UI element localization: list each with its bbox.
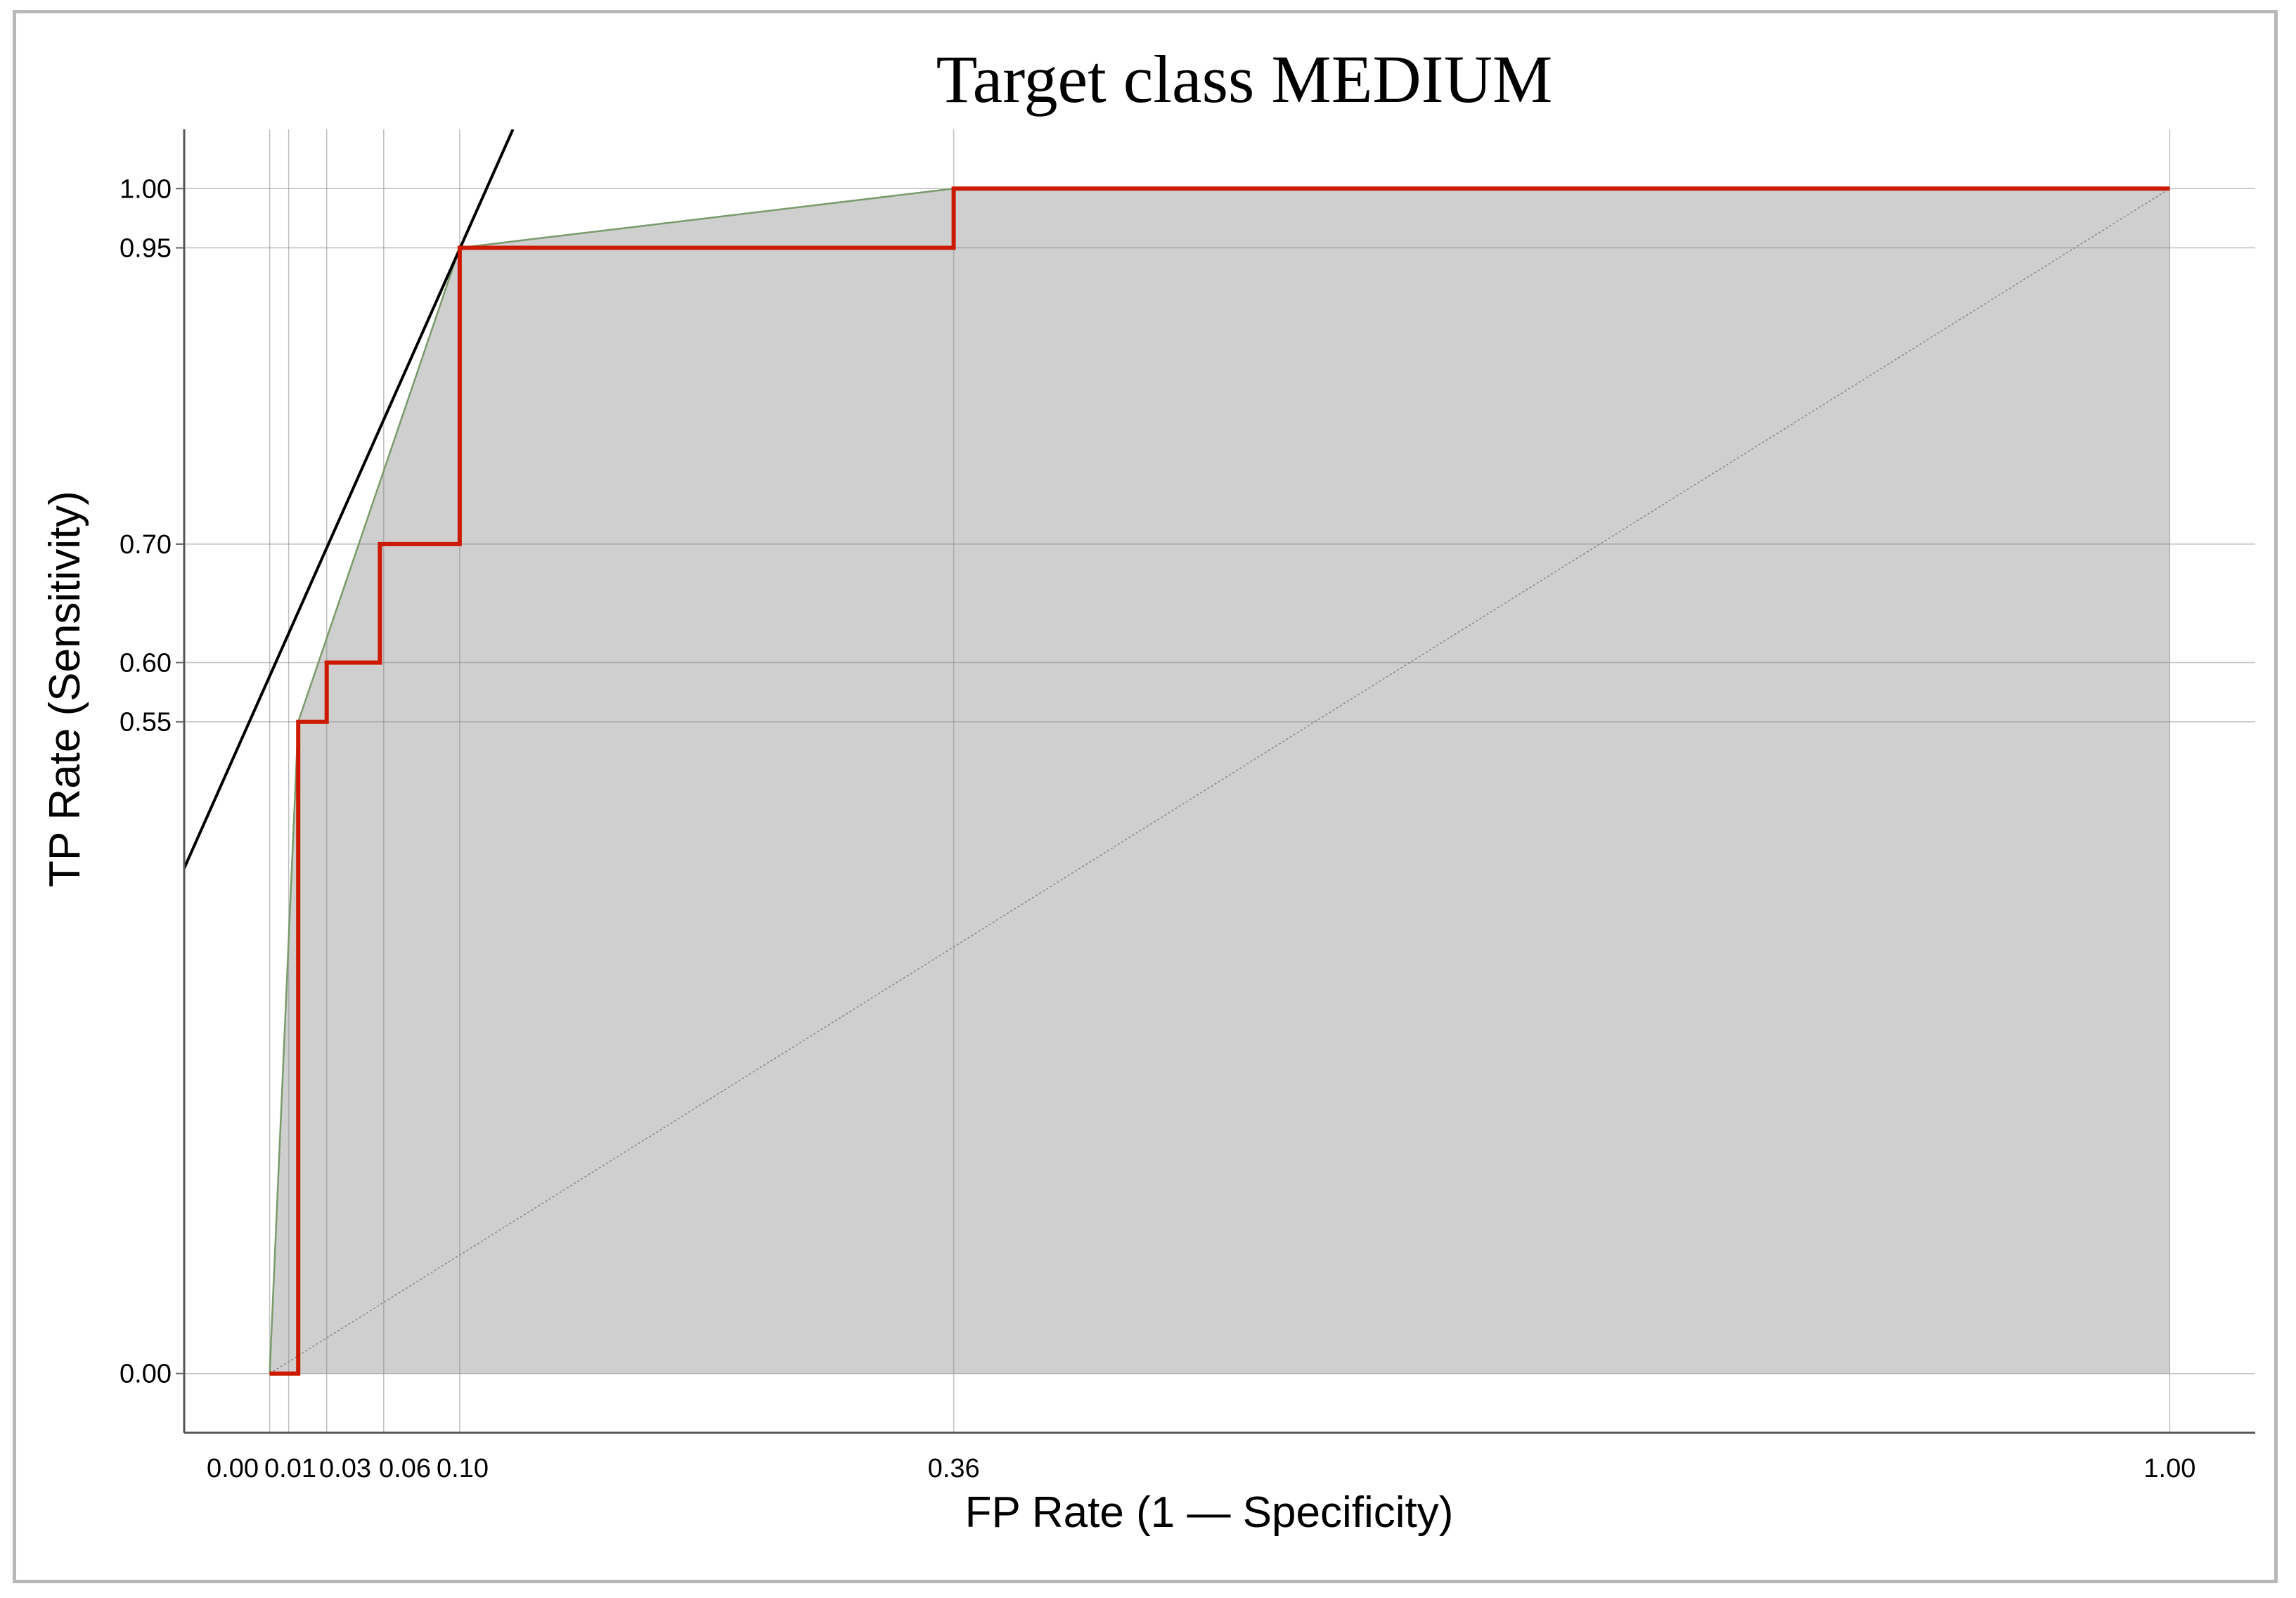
y-tick-label-1: 0.55	[120, 708, 172, 737]
iso-performance-line	[184, 129, 515, 872]
x-tick-label-3: 0.06	[379, 1454, 431, 1483]
diagonal-line	[269, 188, 2170, 1374]
x-tick-label-2: 0.03	[319, 1454, 371, 1483]
plot-area: 0.000.550.600.700.951.000.00 0.01 0.03 0.06…	[120, 129, 2255, 1483]
y-tick-label-0: 0.00	[120, 1360, 172, 1389]
x-tick-label-0: 0.00	[207, 1454, 259, 1483]
y-tick-label-2: 0.60	[120, 648, 172, 678]
x-tick-label-1: 0.01	[264, 1454, 316, 1483]
y-tick-label-4: 0.95	[120, 234, 172, 264]
chart-title: Target class MEDIUM	[936, 41, 1553, 117]
y-tick-label-5: 1.00	[120, 174, 172, 204]
roc-curve	[269, 186, 2170, 1376]
x-tick-label-6: 1.00	[2143, 1454, 2195, 1483]
y-tick-label-3: 0.70	[120, 530, 172, 560]
x-axis-label: FP Rate (1 — Specificity)	[965, 1488, 1454, 1537]
x-tick-label-5: 0.36	[928, 1454, 980, 1483]
x-tick-label-4: 0.10	[437, 1454, 489, 1483]
y-axis-label: TP Rate (Sensitivity)	[41, 491, 89, 887]
